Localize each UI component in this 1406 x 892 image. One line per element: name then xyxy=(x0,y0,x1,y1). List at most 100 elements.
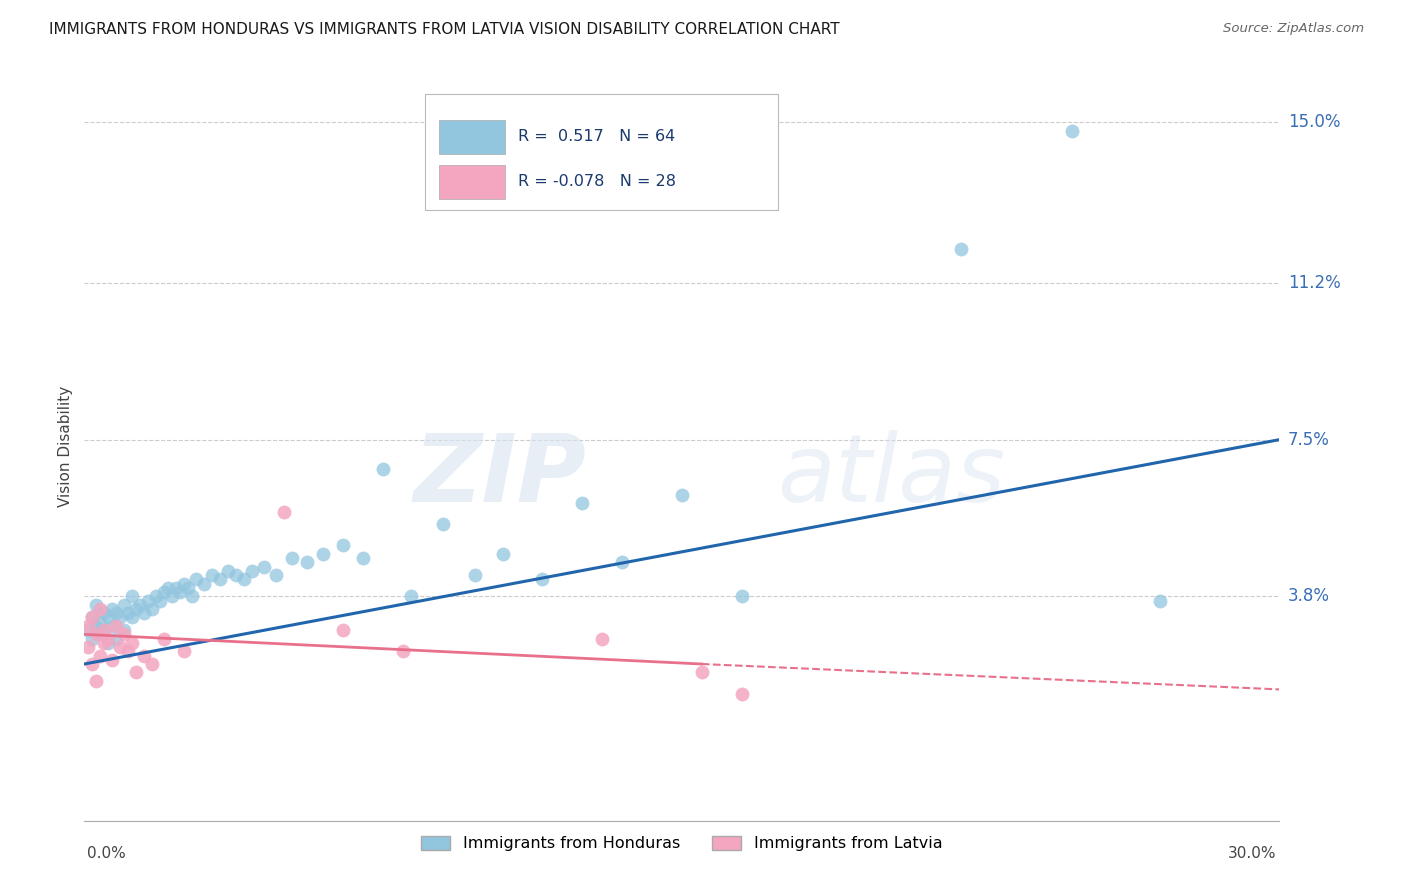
Point xyxy=(312,547,335,561)
Point xyxy=(165,581,187,595)
FancyBboxPatch shape xyxy=(439,165,505,199)
FancyBboxPatch shape xyxy=(439,120,505,153)
Point xyxy=(97,610,120,624)
Point xyxy=(112,598,135,612)
Point xyxy=(89,615,111,629)
Point xyxy=(591,632,613,646)
Point xyxy=(93,606,115,620)
Point xyxy=(399,589,422,603)
Point xyxy=(89,627,111,641)
Point xyxy=(132,648,156,663)
Text: 11.2%: 11.2% xyxy=(1288,274,1340,292)
Point xyxy=(373,462,395,476)
Point xyxy=(240,564,263,578)
Point xyxy=(193,576,215,591)
Text: IMMIGRANTS FROM HONDURAS VS IMMIGRANTS FROM LATVIA VISION DISABILITY CORRELATION: IMMIGRANTS FROM HONDURAS VS IMMIGRANTS F… xyxy=(49,22,839,37)
Point xyxy=(112,627,135,641)
Point xyxy=(1149,593,1171,607)
Point xyxy=(671,488,693,502)
Point xyxy=(297,556,319,570)
Text: ZIP: ZIP xyxy=(413,430,586,522)
Text: R = -0.078   N = 28: R = -0.078 N = 28 xyxy=(519,174,676,189)
Point xyxy=(77,640,100,654)
Point xyxy=(117,644,139,658)
Point xyxy=(531,572,554,586)
Point xyxy=(332,539,354,553)
Point xyxy=(731,589,754,603)
Point xyxy=(141,657,163,671)
Point xyxy=(173,644,195,658)
Point xyxy=(273,505,295,519)
Point xyxy=(110,610,132,624)
Point xyxy=(141,602,163,616)
Point xyxy=(89,602,111,616)
Point xyxy=(352,551,374,566)
Y-axis label: Vision Disability: Vision Disability xyxy=(58,385,73,507)
Point xyxy=(149,593,172,607)
Point xyxy=(173,576,195,591)
Point xyxy=(125,602,148,616)
Point xyxy=(157,581,180,595)
Point xyxy=(93,623,115,637)
Point xyxy=(731,687,754,701)
Point xyxy=(121,610,143,624)
Point xyxy=(77,623,100,637)
Point xyxy=(1062,123,1084,137)
Point xyxy=(86,673,108,688)
Point xyxy=(217,564,239,578)
Point xyxy=(132,606,156,620)
Point xyxy=(332,623,354,637)
Text: Source: ZipAtlas.com: Source: ZipAtlas.com xyxy=(1223,22,1364,36)
Point xyxy=(82,657,104,671)
Point xyxy=(77,619,100,633)
Point xyxy=(112,623,135,637)
Point xyxy=(97,632,120,646)
Point xyxy=(129,598,152,612)
Point xyxy=(121,589,143,603)
Point xyxy=(86,619,108,633)
Point xyxy=(82,632,104,646)
Point xyxy=(184,572,207,586)
Point xyxy=(153,632,176,646)
Point xyxy=(612,556,634,570)
Point xyxy=(232,572,254,586)
Text: 30.0%: 30.0% xyxy=(1229,846,1277,861)
Point xyxy=(101,619,124,633)
Point xyxy=(392,644,415,658)
Point xyxy=(97,636,120,650)
Text: 15.0%: 15.0% xyxy=(1288,113,1340,131)
Text: atlas: atlas xyxy=(778,431,1005,522)
Point xyxy=(571,496,593,510)
Point xyxy=(432,517,454,532)
Point xyxy=(145,589,167,603)
Text: 3.8%: 3.8% xyxy=(1288,587,1330,606)
Point xyxy=(86,598,108,612)
Point xyxy=(101,653,124,667)
Point xyxy=(464,568,486,582)
Point xyxy=(105,606,128,620)
Text: 7.5%: 7.5% xyxy=(1288,431,1330,449)
Point xyxy=(82,610,104,624)
Point xyxy=(690,665,713,680)
Point xyxy=(177,581,200,595)
Text: R =  0.517   N = 64: R = 0.517 N = 64 xyxy=(519,129,675,144)
FancyBboxPatch shape xyxy=(425,94,778,210)
Point xyxy=(153,585,176,599)
Point xyxy=(105,619,128,633)
Point xyxy=(89,648,111,663)
Point xyxy=(117,606,139,620)
Point xyxy=(201,568,224,582)
Point xyxy=(225,568,247,582)
Point xyxy=(110,640,132,654)
Point xyxy=(136,593,159,607)
Point xyxy=(160,589,183,603)
Point xyxy=(492,547,515,561)
Point xyxy=(208,572,231,586)
Point xyxy=(82,610,104,624)
Point xyxy=(264,568,287,582)
Legend: Immigrants from Honduras, Immigrants from Latvia: Immigrants from Honduras, Immigrants fro… xyxy=(415,830,949,857)
Point xyxy=(253,559,276,574)
Point xyxy=(101,602,124,616)
Point xyxy=(169,585,191,599)
Point xyxy=(121,636,143,650)
